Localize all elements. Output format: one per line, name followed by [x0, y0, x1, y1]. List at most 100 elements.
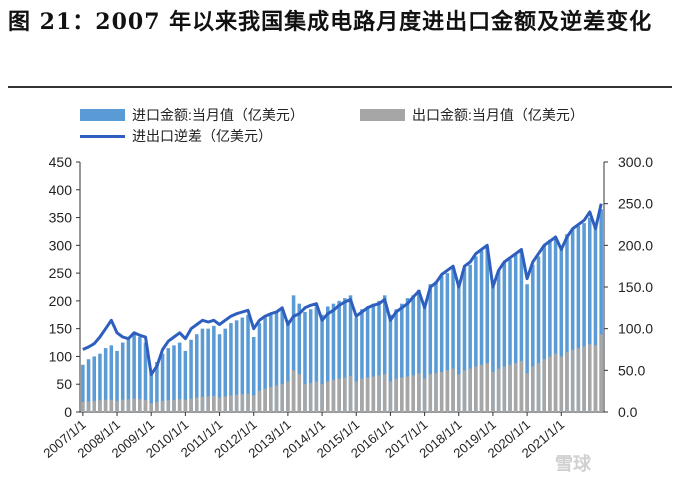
export-bar — [98, 400, 102, 412]
import-bar — [280, 309, 284, 412]
export-bar — [508, 364, 512, 412]
export-bar — [565, 352, 569, 412]
export-bar — [582, 346, 586, 412]
import-bar — [365, 306, 370, 412]
import-bar — [462, 267, 467, 412]
export-bar — [126, 399, 131, 412]
import-bar — [109, 345, 114, 412]
export-bar — [172, 399, 176, 412]
export-bar — [280, 384, 284, 412]
export-bar — [81, 402, 85, 412]
import-bar — [331, 303, 336, 412]
import-bar — [132, 334, 136, 412]
import-bar — [502, 262, 507, 412]
figure-title: 图 21：2007 年以来我国集成电路月度进出口金额及逆差变化 — [8, 9, 653, 35]
export-bar — [548, 356, 552, 412]
import-bar — [325, 306, 330, 412]
export-bar — [428, 374, 433, 412]
export-bar — [297, 374, 302, 412]
import-bar — [485, 248, 490, 412]
import-bar — [240, 317, 245, 412]
import-bar — [434, 281, 438, 412]
import-bar — [587, 217, 592, 412]
import-bar — [257, 323, 262, 412]
import-bar — [126, 339, 131, 412]
export-bar — [320, 384, 324, 412]
left-tick-label: 400 — [49, 182, 73, 198]
export-bar — [269, 387, 273, 412]
import-bar — [160, 353, 165, 412]
export-bar — [411, 375, 415, 412]
right-tick-label: 0.0 — [618, 404, 638, 420]
export-bar — [223, 396, 228, 412]
import-bar — [371, 303, 376, 412]
export-bar — [337, 378, 341, 412]
left-tick-label: 100 — [49, 348, 73, 364]
import-bar — [92, 356, 97, 412]
left-tick-label: 0 — [64, 404, 72, 420]
import-bar — [388, 314, 393, 412]
legend-label-import: 进口金额:当月值（亿美元） — [132, 107, 304, 123]
right-tick-label: 250.0 — [618, 196, 653, 212]
export-bar — [234, 394, 239, 412]
import-bar — [417, 289, 421, 412]
import-bar — [576, 225, 581, 412]
left-tick-label: 50 — [56, 376, 72, 392]
import-bar — [474, 256, 478, 412]
left-tick-label: 200 — [49, 293, 73, 309]
title-divider — [8, 86, 672, 88]
export-bar — [314, 381, 319, 412]
export-bar — [502, 366, 507, 412]
export-bar — [382, 374, 387, 412]
import-bar — [314, 306, 319, 412]
import-bar — [468, 264, 472, 412]
export-bar — [474, 366, 478, 412]
import-bar — [155, 362, 159, 412]
export-bar — [331, 379, 336, 412]
import-bar — [303, 312, 307, 412]
export-bar — [200, 397, 205, 412]
import-bar — [553, 237, 558, 412]
export-bar — [491, 372, 495, 412]
export-bar — [183, 399, 188, 412]
export-bar — [325, 381, 330, 412]
export-bar — [263, 388, 267, 412]
deficit-line — [82, 203, 603, 376]
export-bar — [531, 366, 535, 412]
export-bar — [593, 345, 598, 412]
right-tick-label: 50.0 — [618, 362, 645, 378]
export-bar — [559, 356, 564, 412]
import-bar — [120, 342, 125, 412]
import-bar — [354, 317, 359, 412]
export-bar — [417, 373, 421, 412]
import-bar — [525, 284, 529, 412]
export-bar — [485, 363, 490, 412]
export-bar — [462, 370, 467, 412]
import-bar — [456, 284, 461, 412]
import-bar — [570, 228, 575, 412]
import-bar — [297, 303, 302, 412]
import-bar — [377, 300, 381, 412]
legend-item-import: 进口金额:当月值（亿美元） — [80, 105, 304, 125]
import-bar — [565, 234, 569, 412]
export-bar — [405, 376, 410, 412]
left-tick-label: 350 — [49, 210, 73, 226]
left-tick-label: 450 — [49, 154, 73, 170]
export-bar — [388, 381, 393, 412]
export-bar — [525, 373, 529, 412]
import-bar — [212, 325, 216, 412]
import-bar — [360, 309, 364, 412]
import-bar — [382, 295, 387, 412]
import-bar — [400, 303, 404, 412]
export-bar — [103, 399, 108, 412]
right-tick-label: 200.0 — [618, 237, 653, 253]
import-bar — [177, 342, 182, 412]
export-bar — [217, 397, 222, 412]
export-bar — [451, 368, 455, 412]
import-bar — [582, 223, 586, 412]
export-bar — [445, 370, 450, 412]
import-bar — [269, 314, 273, 412]
export-bar — [132, 398, 136, 412]
